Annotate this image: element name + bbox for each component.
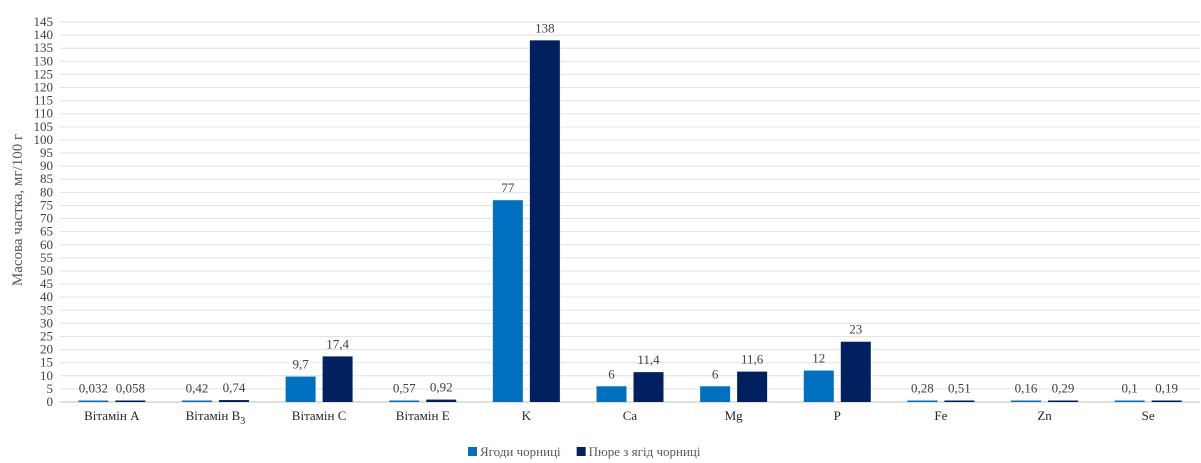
y-tick-label: 20 xyxy=(40,342,53,357)
y-tick-label: 50 xyxy=(40,263,53,278)
legend-label: Ягоди чорниці xyxy=(480,444,561,459)
bar xyxy=(633,372,664,402)
data-label: 23 xyxy=(849,322,862,337)
y-tick-label: 10 xyxy=(40,368,53,383)
y-tick-label: 75 xyxy=(40,197,53,212)
category-label: Вітамін B3 xyxy=(186,408,246,427)
bar xyxy=(115,400,146,402)
data-label: 0,058 xyxy=(116,381,145,396)
y-tick-label: 140 xyxy=(34,27,54,42)
data-label: 11,4 xyxy=(637,352,660,367)
data-label: 0,28 xyxy=(911,381,934,396)
y-tick-label: 65 xyxy=(40,224,53,239)
data-label: 6 xyxy=(608,366,615,381)
bar xyxy=(1114,400,1145,402)
bar xyxy=(596,386,627,402)
y-tick-label: 145 xyxy=(34,14,54,29)
bars xyxy=(78,40,1182,403)
y-tick-label: 90 xyxy=(40,158,53,173)
data-label: 0,16 xyxy=(1015,381,1038,396)
category-label: Fe xyxy=(934,408,947,423)
bar xyxy=(492,200,523,402)
data-label: 138 xyxy=(535,20,555,35)
bar xyxy=(78,400,109,402)
category-label: Ca xyxy=(623,408,638,423)
bar xyxy=(700,386,731,402)
y-tick-label: 25 xyxy=(40,328,53,343)
category-labels: Вітамін A Вітамін B3 Вітамін C Вітамін E K Ca… xyxy=(84,408,1155,427)
category-label: K xyxy=(522,408,532,423)
category-label: P xyxy=(834,408,841,423)
legend: Ягоди чорниці Пюре з ягід чорниці xyxy=(468,444,701,459)
y-tick-label: 115 xyxy=(34,93,53,108)
bar xyxy=(907,400,938,402)
y-tick-label: 60 xyxy=(40,237,53,252)
data-label: 0,19 xyxy=(1155,381,1178,396)
y-tick-label: 100 xyxy=(34,132,54,147)
data-label: 0,42 xyxy=(186,381,209,396)
data-label: 9,7 xyxy=(292,357,309,372)
bar xyxy=(803,370,834,402)
bar xyxy=(944,400,975,402)
category-label: Mg xyxy=(725,408,744,423)
category-label: Se xyxy=(1142,408,1155,423)
bar xyxy=(840,341,871,402)
bar xyxy=(529,40,560,403)
bar xyxy=(218,400,249,402)
data-label: 0,032 xyxy=(79,381,108,396)
y-axis-label: Масова частка, мг/100 г xyxy=(10,134,26,286)
data-label: 17,4 xyxy=(326,336,349,351)
data-label: 0,29 xyxy=(1052,381,1075,396)
category-label: Вітамін C xyxy=(292,408,347,423)
y-tick-label: 130 xyxy=(34,53,54,68)
bar xyxy=(426,399,457,402)
y-tick-label: 85 xyxy=(40,171,53,186)
y-tick-label: 0 xyxy=(47,394,54,409)
gridlines xyxy=(60,21,1200,403)
y-tick-label: 105 xyxy=(34,119,54,134)
y-tick-label: 5 xyxy=(47,381,54,396)
category-label: Zn xyxy=(1037,408,1052,423)
y-tick-label: 55 xyxy=(40,250,53,265)
legend-label: Пюре з ягід чорниці xyxy=(589,444,701,459)
y-tick-label: 70 xyxy=(40,211,53,226)
bar xyxy=(1151,400,1182,402)
bar xyxy=(389,400,420,402)
y-tick-label: 80 xyxy=(40,184,53,199)
y-tick-label: 125 xyxy=(34,66,54,81)
legend-swatch xyxy=(576,447,586,456)
y-tick-label: 135 xyxy=(34,40,54,55)
data-label: 0,51 xyxy=(948,381,971,396)
y-tick-label: 45 xyxy=(40,276,53,291)
bar xyxy=(737,371,768,402)
data-label: 11,6 xyxy=(741,352,764,367)
category-label: Вітамін E xyxy=(396,408,450,423)
bar xyxy=(285,376,316,402)
data-label: 6 xyxy=(712,366,719,381)
data-label: 77 xyxy=(501,180,515,195)
category-label: Вітамін A xyxy=(84,408,140,423)
y-axis-ticks: 0510152025303540455055606570758085909510… xyxy=(34,14,54,409)
y-tick-label: 15 xyxy=(40,355,53,370)
bar xyxy=(181,400,212,402)
y-tick-label: 110 xyxy=(34,106,53,121)
bar xyxy=(1048,400,1079,402)
data-label: 0,92 xyxy=(430,380,453,395)
data-label: 0,1 xyxy=(1122,381,1138,396)
data-label: 12 xyxy=(812,351,825,366)
data-labels: 0,032 0,058 0,42 0,74 9,7 17,4 0,57 0,92 77 138 6 1… xyxy=(79,20,1178,395)
data-label: 0,74 xyxy=(223,380,246,395)
y-tick-label: 95 xyxy=(40,145,53,160)
data-label: 0,57 xyxy=(393,381,416,396)
y-tick-label: 120 xyxy=(34,80,54,95)
bar xyxy=(322,356,353,402)
y-tick-label: 30 xyxy=(40,315,53,330)
bar xyxy=(1011,400,1042,402)
y-tick-label: 40 xyxy=(40,289,53,304)
y-tick-label: 35 xyxy=(40,302,53,317)
legend-swatch xyxy=(468,447,477,456)
